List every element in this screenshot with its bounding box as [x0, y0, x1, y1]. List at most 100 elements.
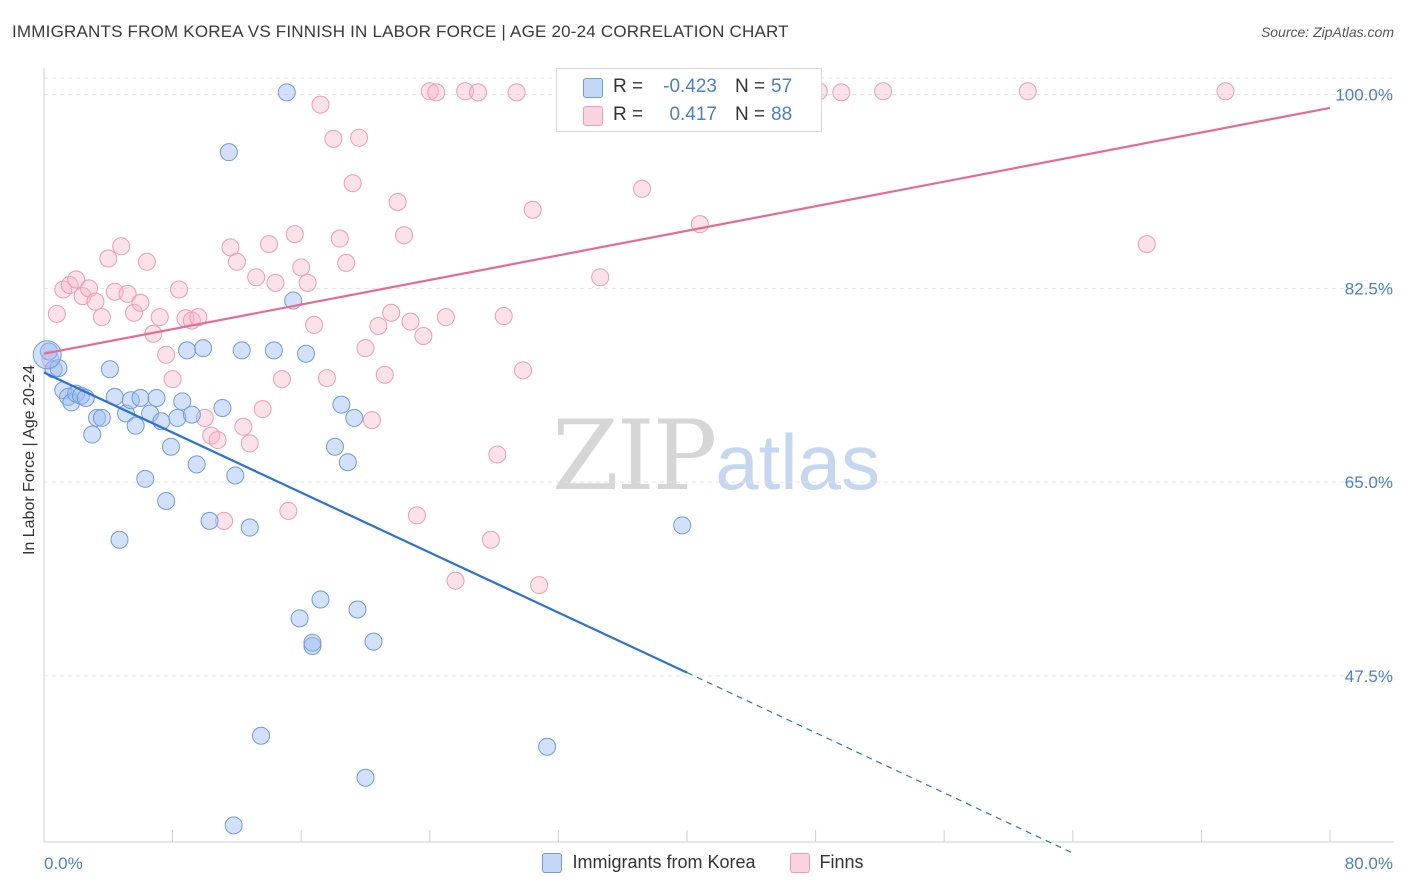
stats-legend: R = -0.423 N = 57 R = 0.417 N = 88	[556, 68, 822, 132]
finns-point	[514, 361, 533, 380]
finns-point	[591, 268, 610, 287]
finns-point	[1137, 235, 1156, 254]
finns-point	[47, 304, 66, 323]
korea-point	[147, 388, 166, 407]
finns-point	[227, 252, 246, 271]
y-axis-label: In Labor Force | Age 20-24	[21, 364, 38, 556]
finns-point	[317, 369, 336, 388]
korea-point	[219, 143, 238, 162]
finns-point	[240, 434, 259, 453]
korea-point	[32, 340, 62, 370]
finns-point	[420, 82, 439, 101]
korea-point	[157, 491, 176, 510]
finns-point	[494, 307, 513, 326]
finns-point	[272, 370, 291, 389]
series-finns	[41, 82, 1235, 595]
legend-finns-swatch	[789, 852, 810, 873]
watermark-zip: ZIP	[552, 400, 717, 512]
finns-r-value: 0.417	[669, 104, 717, 125]
watermark: ZIPatlas	[552, 400, 880, 512]
trendlines	[43, 106, 1331, 854]
axes	[43, 68, 1394, 843]
legend-finns-label: Finns	[819, 852, 864, 872]
korea-n-label: N =	[735, 76, 766, 97]
x-tick-label-min: 0.0%	[44, 854, 83, 873]
korea-trendline	[43, 371, 688, 674]
korea-point	[277, 83, 296, 102]
korea-n-value: 57	[771, 76, 793, 97]
stats-row-korea: R = -0.423 N = 57	[557, 73, 821, 101]
finns-point	[292, 258, 311, 277]
korea-r-label: R =	[613, 76, 644, 97]
finns-point	[253, 400, 272, 419]
korea-point	[332, 395, 351, 414]
korea-point	[338, 453, 357, 472]
finns-point	[507, 83, 526, 102]
korea-point	[62, 393, 81, 412]
finns-point	[395, 226, 414, 245]
y-tick-label: 47.5%	[1345, 667, 1393, 686]
finns-point	[163, 370, 182, 389]
y-tick-label: 65.0%	[1345, 473, 1393, 492]
finns-point	[481, 530, 500, 549]
korea-point	[303, 633, 322, 652]
finns-point	[369, 317, 388, 336]
korea-point	[348, 600, 367, 619]
chart-title: IMMIGRANTS FROM KOREA VS FINNISH IN LABO…	[12, 22, 789, 41]
finns-point	[324, 129, 343, 148]
finns-point	[215, 511, 234, 530]
legend-item-finns: Finns	[789, 852, 864, 873]
finns-point	[279, 501, 298, 520]
korea-point	[538, 737, 557, 756]
finns-point	[234, 417, 253, 436]
korea-point	[364, 632, 383, 651]
korea-point	[178, 341, 197, 360]
finns-point	[436, 308, 455, 327]
finns-point	[388, 193, 407, 212]
finns-point	[298, 273, 317, 292]
finns-point	[469, 83, 488, 102]
finns-point	[247, 268, 266, 287]
y-tick-label: 100.0%	[1335, 86, 1393, 105]
finns-point	[67, 270, 86, 289]
korea-r-value: -0.423	[663, 76, 717, 97]
finns-point	[1216, 82, 1235, 101]
korea-point	[264, 341, 283, 360]
finns-trendline	[43, 106, 1331, 355]
korea-point	[173, 392, 192, 411]
korea-point	[240, 518, 259, 537]
finns-point	[530, 576, 549, 595]
finns-point	[266, 273, 285, 292]
tick-labels: 47.5% 65.0% 82.5% 100.0% 0.0% 80.0%	[44, 86, 1393, 873]
korea-point	[194, 339, 213, 358]
finns-point	[832, 83, 851, 102]
finns-n-label: N =	[735, 104, 766, 125]
korea-point	[110, 530, 129, 549]
finns-point	[523, 200, 542, 219]
finns-point	[356, 339, 375, 358]
finns-point	[157, 345, 176, 364]
korea-swatch	[583, 78, 603, 98]
korea-point	[83, 425, 102, 444]
korea-point	[100, 360, 119, 379]
finns-point	[92, 308, 111, 327]
finns-n-value: 88	[771, 104, 793, 125]
grid-lines	[44, 77, 1394, 677]
x-tick-label-max: 80.0%	[1345, 854, 1393, 873]
finns-point	[118, 284, 137, 303]
korea-point	[213, 398, 232, 417]
korea-point	[187, 455, 206, 474]
finns-swatch	[583, 106, 603, 126]
korea-point	[226, 466, 245, 485]
source-credit: Source: ZipAtlas.com	[1260, 24, 1394, 40]
finns-point	[350, 128, 369, 147]
finns-point	[632, 179, 651, 198]
finns-point	[427, 83, 446, 102]
finns-point	[330, 229, 349, 248]
korea-point	[131, 388, 150, 407]
korea-point	[88, 408, 107, 427]
finns-point	[137, 252, 156, 271]
korea-point	[232, 341, 251, 360]
finns-point	[99, 249, 118, 268]
